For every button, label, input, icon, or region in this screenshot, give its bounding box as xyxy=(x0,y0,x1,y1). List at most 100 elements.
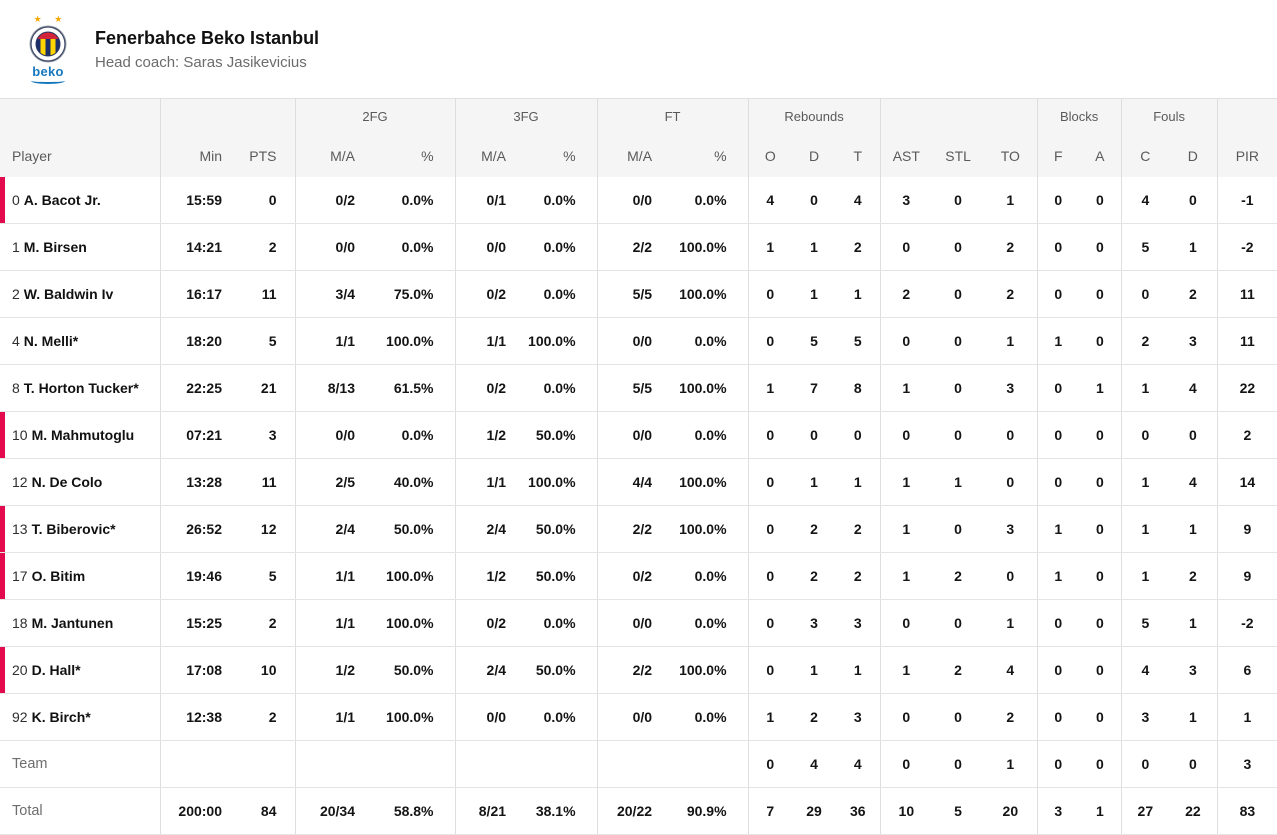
on-court-indicator xyxy=(0,177,5,223)
stat-pir: 11 xyxy=(1217,270,1277,318)
stat-reb-o: 0 xyxy=(748,505,793,553)
column-header-stat-3fg-ma: M/A xyxy=(455,134,527,177)
stat-min: 12:38 xyxy=(160,693,230,741)
group-header-ft: FT xyxy=(597,98,749,134)
stat-2fg-ma xyxy=(295,740,375,788)
stat-to: 0 xyxy=(984,411,1038,459)
stat-foul-c: 1 xyxy=(1121,458,1170,506)
column-header-stat-ast: AST xyxy=(880,134,933,177)
stat-reb-t: 5 xyxy=(836,317,881,365)
stat-pts: 2 xyxy=(230,693,296,741)
player-row[interactable]: 12 N. De Colo 13:28 11 2/5 40.0% 1/1 100.0% 4/4 1… xyxy=(0,458,1277,506)
stat-reb-t: 2 xyxy=(836,223,881,271)
player-row[interactable]: 0 A. Bacot Jr. 15:59 0 0/2 0.0% 0/1 0.0% 0/0 0.0%… xyxy=(0,177,1277,224)
stat-2fg-pct: 75.0% xyxy=(375,270,456,318)
stat-stl: 0 xyxy=(932,505,985,553)
stat-reb-d: 0 xyxy=(792,411,837,459)
stat-foul-d: 22 xyxy=(1169,787,1218,835)
group-header-spacer xyxy=(880,98,1038,134)
stat-reb-t: 3 xyxy=(836,599,881,647)
column-header-stat-2fg-pct: % xyxy=(375,134,456,177)
on-court-indicator xyxy=(0,506,5,552)
stat-ft-pct: 0.0% xyxy=(672,599,749,647)
stat-2fg-pct: 0.0% xyxy=(375,223,456,271)
player-cell: 92 K. Birch* xyxy=(0,693,161,741)
stat-ft-pct: 100.0% xyxy=(672,646,749,694)
stat-foul-c: 0 xyxy=(1121,270,1170,318)
stat-to: 0 xyxy=(984,552,1038,600)
stat-3fg-pct: 0.0% xyxy=(526,270,598,318)
stat-reb-t: 2 xyxy=(836,552,881,600)
player-row[interactable]: 1 M. Birsen 14:21 2 0/0 0.0% 0/0 0.0% 2/2 100.0% 1… xyxy=(0,223,1277,271)
stat-reb-t: 1 xyxy=(836,646,881,694)
stat-pir: 9 xyxy=(1217,552,1277,600)
stat-min: 200:00 xyxy=(160,787,230,835)
stat-ft-pct xyxy=(672,740,749,788)
stat-3fg-ma: 1/1 xyxy=(455,317,527,365)
player-row[interactable]: 20 D. Hall* 17:08 10 1/2 50.0% 2/4 50.0% 2/2 100.… xyxy=(0,646,1277,694)
stat-3fg-pct: 50.0% xyxy=(526,505,598,553)
stat-min: 15:25 xyxy=(160,599,230,647)
stat-3fg-ma: 0/2 xyxy=(455,270,527,318)
player-cell: 13 T. Biberovic* xyxy=(0,505,161,553)
player-name: W. Baldwin Iv xyxy=(23,286,114,302)
column-header-stat-3fg-pct: % xyxy=(526,134,598,177)
column-header-stat-ft-pct: % xyxy=(672,134,749,177)
player-row[interactable]: 4 N. Melli* 18:20 5 1/1 100.0% 1/1 100.0% 0/0 0.0… xyxy=(0,317,1277,365)
stat-reb-o: 0 xyxy=(748,646,793,694)
player-row[interactable]: 10 M. Mahmutoglu 07:21 3 0/0 0.0% 1/2 50.0% 0/0 0… xyxy=(0,411,1277,459)
stat-2fg-ma: 1/1 xyxy=(295,599,375,647)
stat-ast: 1 xyxy=(880,646,933,694)
stat-reb-o: 0 xyxy=(748,552,793,600)
stat-reb-o: 0 xyxy=(748,458,793,506)
stat-3fg-ma: 1/1 xyxy=(455,458,527,506)
player-name: K. Birch* xyxy=(31,709,91,725)
stat-foul-c: 1 xyxy=(1121,364,1170,412)
stat-pir: 6 xyxy=(1217,646,1277,694)
player-name: M. Mahmutoglu xyxy=(31,427,135,443)
player-row[interactable]: 18 M. Jantunen 15:25 2 1/1 100.0% 0/2 0.0% 0/0 0.… xyxy=(0,599,1277,647)
stat-to: 1 xyxy=(984,177,1038,224)
stat-ft-pct: 0.0% xyxy=(672,177,749,224)
stat-2fg-pct: 0.0% xyxy=(375,411,456,459)
jersey-number: 1 xyxy=(12,239,20,255)
stat-2fg-ma: 1/1 xyxy=(295,693,375,741)
stat-reb-d: 2 xyxy=(792,552,837,600)
stat-ast: 0 xyxy=(880,317,933,365)
stat-2fg-ma: 2/5 xyxy=(295,458,375,506)
player-cell: 1 M. Birsen xyxy=(0,223,161,271)
total-row-label: Total xyxy=(0,787,161,835)
total-row: Total 200:00 84 20/34 58.8% 8/21 38.1% 20/22 90.… xyxy=(0,787,1277,835)
stat-3fg-ma: 8/21 xyxy=(455,787,527,835)
stat-ast: 0 xyxy=(880,599,933,647)
stat-reb-d: 3 xyxy=(792,599,837,647)
stat-3fg-ma: 0/2 xyxy=(455,599,527,647)
stat-stl: 1 xyxy=(932,458,985,506)
stat-stl: 0 xyxy=(932,411,985,459)
stat-pts: 2 xyxy=(230,223,296,271)
stat-ft-ma: 5/5 xyxy=(597,270,673,318)
stat-3fg-pct: 0.0% xyxy=(526,223,598,271)
on-court-indicator xyxy=(0,647,5,693)
stat-pir: 14 xyxy=(1217,458,1277,506)
stat-2fg-pct: 61.5% xyxy=(375,364,456,412)
player-row[interactable]: 92 K. Birch* 12:38 2 1/1 100.0% 0/0 0.0% 0/0 0.0%… xyxy=(0,693,1277,741)
on-court-indicator xyxy=(0,553,5,599)
stat-3fg-ma: 2/4 xyxy=(455,646,527,694)
club-emblem-icon xyxy=(29,25,67,62)
stat-foul-d: 0 xyxy=(1169,177,1218,224)
stat-foul-d: 0 xyxy=(1169,740,1218,788)
player-name: N. De Colo xyxy=(31,474,103,490)
player-row[interactable]: 17 O. Bitim 19:46 5 1/1 100.0% 1/2 50.0% 0/2 0.0%… xyxy=(0,552,1277,600)
player-row[interactable]: 8 T. Horton Tucker* 22:25 21 8/13 61.5% 0/2 0.0… xyxy=(0,364,1277,412)
jersey-number: 4 xyxy=(12,333,20,349)
stat-reb-o: 1 xyxy=(748,693,793,741)
player-row[interactable]: 2 W. Baldwin Iv 16:17 11 3/4 75.0% 0/2 0.0% 5/5 1… xyxy=(0,270,1277,318)
jersey-number: 17 xyxy=(12,568,28,584)
stat-2fg-pct: 40.0% xyxy=(375,458,456,506)
player-row[interactable]: 13 T. Biberovic* 26:52 12 2/4 50.0% 2/4 50.0% 2/… xyxy=(0,505,1277,553)
stat-to: 4 xyxy=(984,646,1038,694)
stat-reb-t: 1 xyxy=(836,458,881,506)
player-cell: 18 M. Jantunen xyxy=(0,599,161,647)
stat-reb-o: 1 xyxy=(748,223,793,271)
